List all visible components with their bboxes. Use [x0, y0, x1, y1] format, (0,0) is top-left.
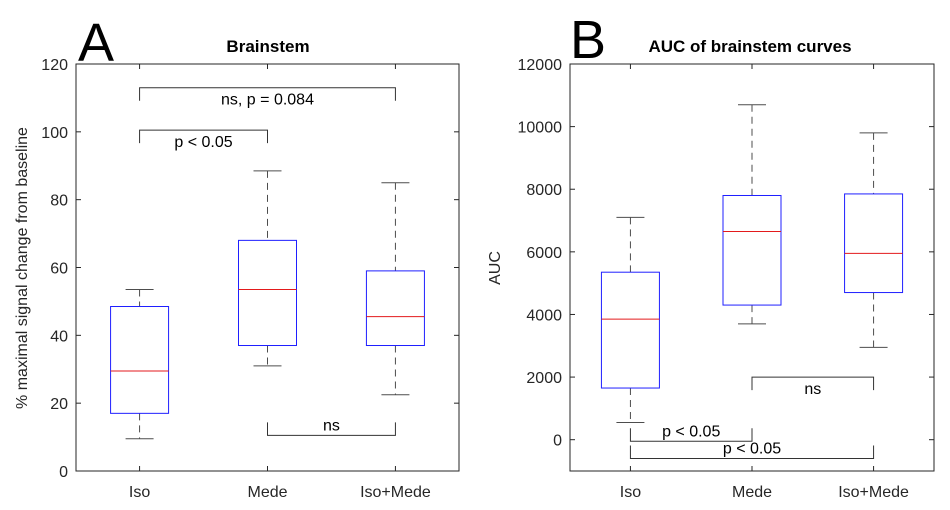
y-tick-label: 120	[41, 57, 68, 74]
significance-bracket	[139, 87, 396, 101]
panel-a-ylabel: % maximal signal change from baseline	[14, 127, 31, 409]
panel-b-plot-area: 0 2000 4000 6000 8000 10000 12000 Iso Mede Iso+Me…	[518, 57, 935, 501]
box-iqr	[722, 194, 782, 306]
y-tick-label: 10000	[518, 120, 563, 137]
panel-a-plot-area: 0 20 40 60 80 100 120 Iso Mede Iso+Mede ns, p = 0.…	[41, 57, 460, 501]
box-iqr	[365, 270, 425, 347]
panel-b: B AUC of brainstem curves AUC 0 2000 4000 6…	[487, 10, 935, 501]
box-iqr	[238, 239, 297, 347]
panel-a-title: Brainstem	[226, 37, 309, 56]
y-tick-label: 12000	[518, 57, 563, 74]
y-tick-label: 40	[50, 328, 68, 345]
y-tick-label: 0	[59, 464, 68, 481]
x-tick-label: Mede	[732, 484, 772, 501]
significance-label: p < 0.05	[662, 423, 720, 440]
x-tick-label: Iso+Mede	[360, 484, 431, 501]
y-tick-label: 0	[553, 433, 562, 450]
panel-a-label: A	[78, 13, 114, 73]
y-tick-label: 6000	[526, 245, 562, 262]
significance-bracket	[139, 129, 268, 144]
x-tick-label: Mede	[247, 484, 287, 501]
panel-b-ylabel: AUC	[487, 251, 504, 285]
box-iqr	[600, 271, 660, 389]
panel-a: A Brainstem % maximal signal change from…	[14, 13, 460, 501]
x-tick-label: Iso	[620, 484, 641, 501]
box-iqr	[844, 193, 904, 294]
significance-label: ns	[323, 417, 340, 434]
significance-label: p < 0.05	[174, 134, 232, 151]
significance-bracket	[629, 445, 875, 459]
x-tick-label: Iso+Mede	[838, 484, 909, 501]
axes-frame	[569, 63, 935, 472]
y-tick-label: 20	[50, 396, 68, 413]
y-tick-label: 2000	[526, 370, 562, 387]
significance-bracket	[267, 422, 396, 436]
significance-label: p < 0.05	[723, 440, 781, 457]
y-tick-label: 100	[41, 125, 68, 142]
y-tick-label: 4000	[526, 307, 562, 324]
x-tick-label: Iso	[129, 484, 150, 501]
y-tick-label: 80	[50, 193, 68, 210]
significance-label: ns, p = 0.084	[221, 92, 314, 109]
box-iqr	[110, 306, 170, 414]
panel-b-label: B	[570, 10, 606, 70]
y-tick-label: 8000	[526, 182, 562, 199]
significance-bracket	[751, 376, 875, 391]
panel-b-title: AUC of brainstem curves	[648, 37, 851, 56]
significance-bracket	[629, 428, 753, 442]
axes-frame	[75, 63, 460, 472]
significance-label: ns	[804, 381, 821, 398]
y-tick-label: 60	[50, 261, 68, 278]
